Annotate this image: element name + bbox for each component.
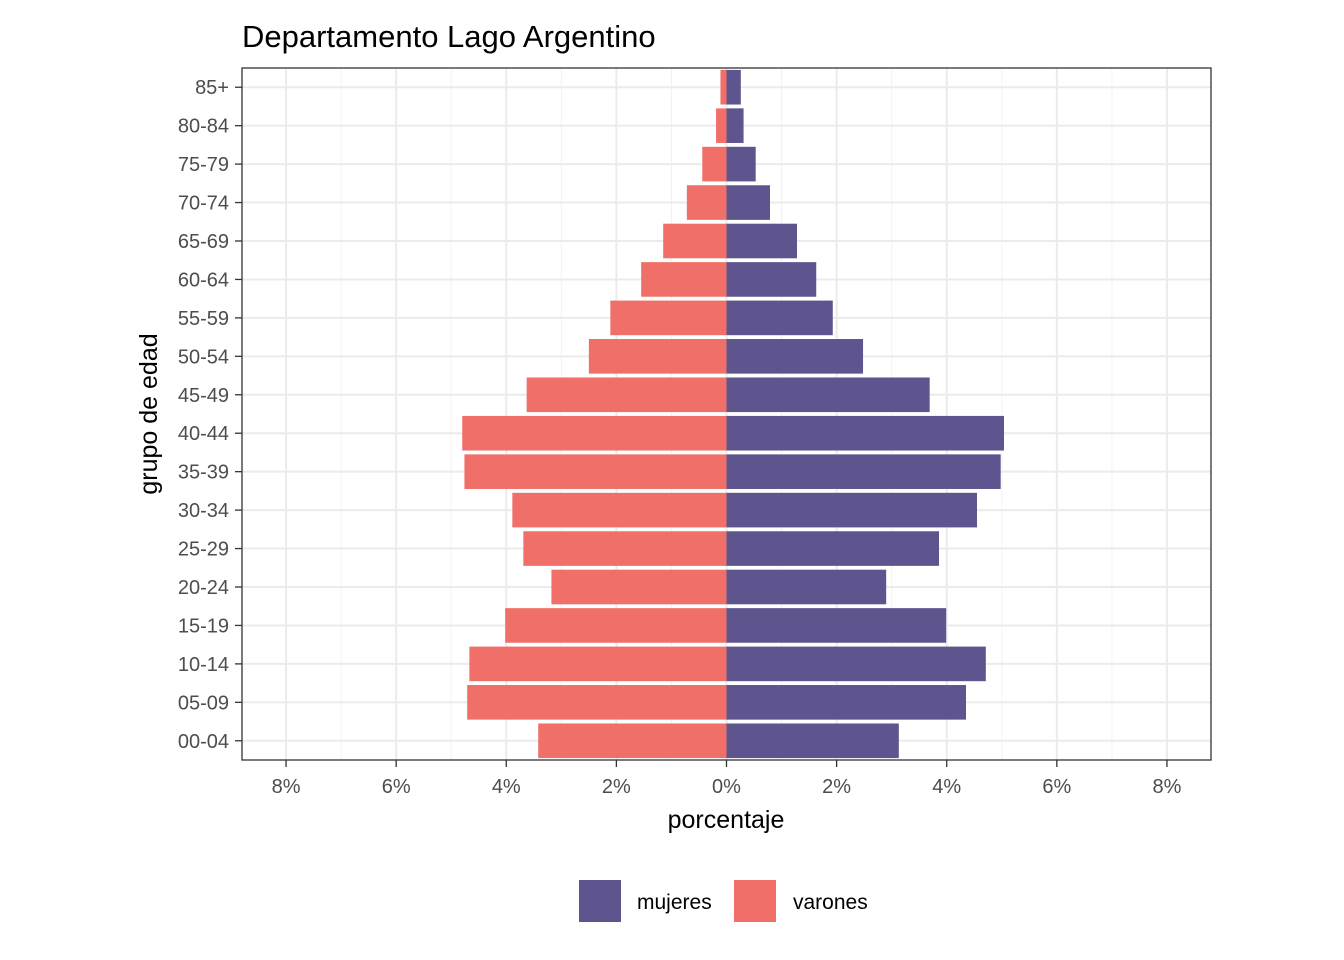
bar-varones-40-44 bbox=[462, 415, 727, 451]
y-tick-label: 40-44 bbox=[178, 423, 229, 445]
bar-mujeres-85+ bbox=[726, 69, 741, 105]
bar-varones-10-14 bbox=[469, 646, 727, 682]
bar-varones-80-84 bbox=[716, 108, 727, 143]
legend-key-varones bbox=[734, 880, 776, 922]
bar-mujeres-65-69 bbox=[726, 223, 797, 259]
y-tick-label: 85+ bbox=[195, 77, 229, 99]
legend: mujeres varones bbox=[579, 880, 868, 922]
bar-mujeres-55-59 bbox=[726, 300, 833, 336]
x-tick-label: 6% bbox=[1042, 776, 1071, 798]
bar-mujeres-70-74 bbox=[726, 185, 770, 220]
y-tick-label: 45-49 bbox=[178, 385, 229, 407]
bar-mujeres-15-19 bbox=[726, 608, 947, 643]
bar-varones-30-34 bbox=[512, 492, 727, 528]
y-tick-label: 05-09 bbox=[178, 692, 229, 714]
y-tick-label: 65-69 bbox=[178, 231, 229, 253]
x-axis-title: porcentaje bbox=[668, 806, 785, 834]
y-tick-label: 20-24 bbox=[178, 577, 229, 599]
y-tick-label: 50-54 bbox=[178, 346, 229, 368]
y-tick-label: 15-19 bbox=[178, 615, 229, 637]
bar-mujeres-10-14 bbox=[726, 646, 986, 682]
bar-mujeres-05-09 bbox=[726, 685, 966, 720]
bar-varones-20-24 bbox=[551, 569, 727, 605]
bar-varones-45-49 bbox=[526, 377, 727, 413]
y-tick-label: 00-04 bbox=[178, 731, 229, 753]
bar-varones-15-19 bbox=[505, 608, 727, 643]
bars bbox=[462, 69, 1004, 759]
bar-mujeres-25-29 bbox=[726, 531, 940, 566]
bar-mujeres-45-49 bbox=[726, 377, 930, 413]
y-tick-label: 75-79 bbox=[178, 154, 229, 176]
bar-mujeres-75-79 bbox=[726, 146, 756, 182]
bar-varones-70-74 bbox=[686, 185, 727, 220]
x-tick-label: 8% bbox=[272, 776, 301, 798]
y-tick-label: 70-74 bbox=[178, 193, 229, 215]
bar-mujeres-20-24 bbox=[726, 569, 887, 605]
x-tick-label: 0% bbox=[712, 776, 741, 798]
bar-varones-00-04 bbox=[538, 723, 727, 759]
legend-key-mujeres bbox=[579, 880, 621, 922]
x-tick-label: 6% bbox=[382, 776, 411, 798]
y-tick-label: 25-29 bbox=[178, 539, 229, 561]
y-axis-title: grupo de edad bbox=[135, 333, 163, 494]
bar-varones-50-54 bbox=[588, 339, 727, 374]
y-tick-label: 80-84 bbox=[178, 116, 229, 138]
bar-mujeres-30-34 bbox=[726, 492, 978, 528]
y-tick-label: 55-59 bbox=[178, 308, 229, 330]
x-axis: 8% 6% 4% 2% 0% 2% 4% 6% 8% bbox=[272, 760, 1182, 798]
bar-varones-05-09 bbox=[467, 685, 727, 720]
chart-title: Departamento Lago Argentino bbox=[242, 19, 656, 54]
legend-label-mujeres: mujeres bbox=[637, 891, 712, 914]
bar-varones-75-79 bbox=[702, 146, 727, 182]
bar-varones-35-39 bbox=[464, 454, 727, 489]
x-tick-label: 2% bbox=[822, 776, 851, 798]
y-tick-label: 10-14 bbox=[178, 654, 229, 676]
y-tick-label: 30-34 bbox=[178, 500, 229, 522]
bar-varones-55-59 bbox=[610, 300, 727, 336]
x-tick-label: 8% bbox=[1153, 776, 1182, 798]
bar-mujeres-60-64 bbox=[726, 262, 817, 297]
y-tick-label: 35-39 bbox=[178, 462, 229, 484]
y-tick-label: 60-64 bbox=[178, 269, 229, 291]
bar-varones-65-69 bbox=[663, 223, 727, 259]
x-tick-label: 4% bbox=[492, 776, 521, 798]
x-tick-label: 2% bbox=[602, 776, 631, 798]
bar-mujeres-40-44 bbox=[726, 415, 1004, 451]
bar-varones-60-64 bbox=[641, 262, 727, 297]
legend-label-varones: varones bbox=[793, 891, 868, 914]
bar-varones-25-29 bbox=[523, 531, 727, 566]
bar-mujeres-80-84 bbox=[726, 108, 744, 143]
bar-mujeres-35-39 bbox=[726, 454, 1001, 489]
x-tick-label: 4% bbox=[932, 776, 961, 798]
bar-mujeres-50-54 bbox=[726, 339, 864, 374]
bar-mujeres-00-04 bbox=[726, 723, 899, 759]
y-axis: 00-04 05-09 10-14 15-19 20-24 25-29 30-34 35-39… bbox=[178, 77, 242, 753]
bar-varones-85+ bbox=[720, 69, 727, 105]
